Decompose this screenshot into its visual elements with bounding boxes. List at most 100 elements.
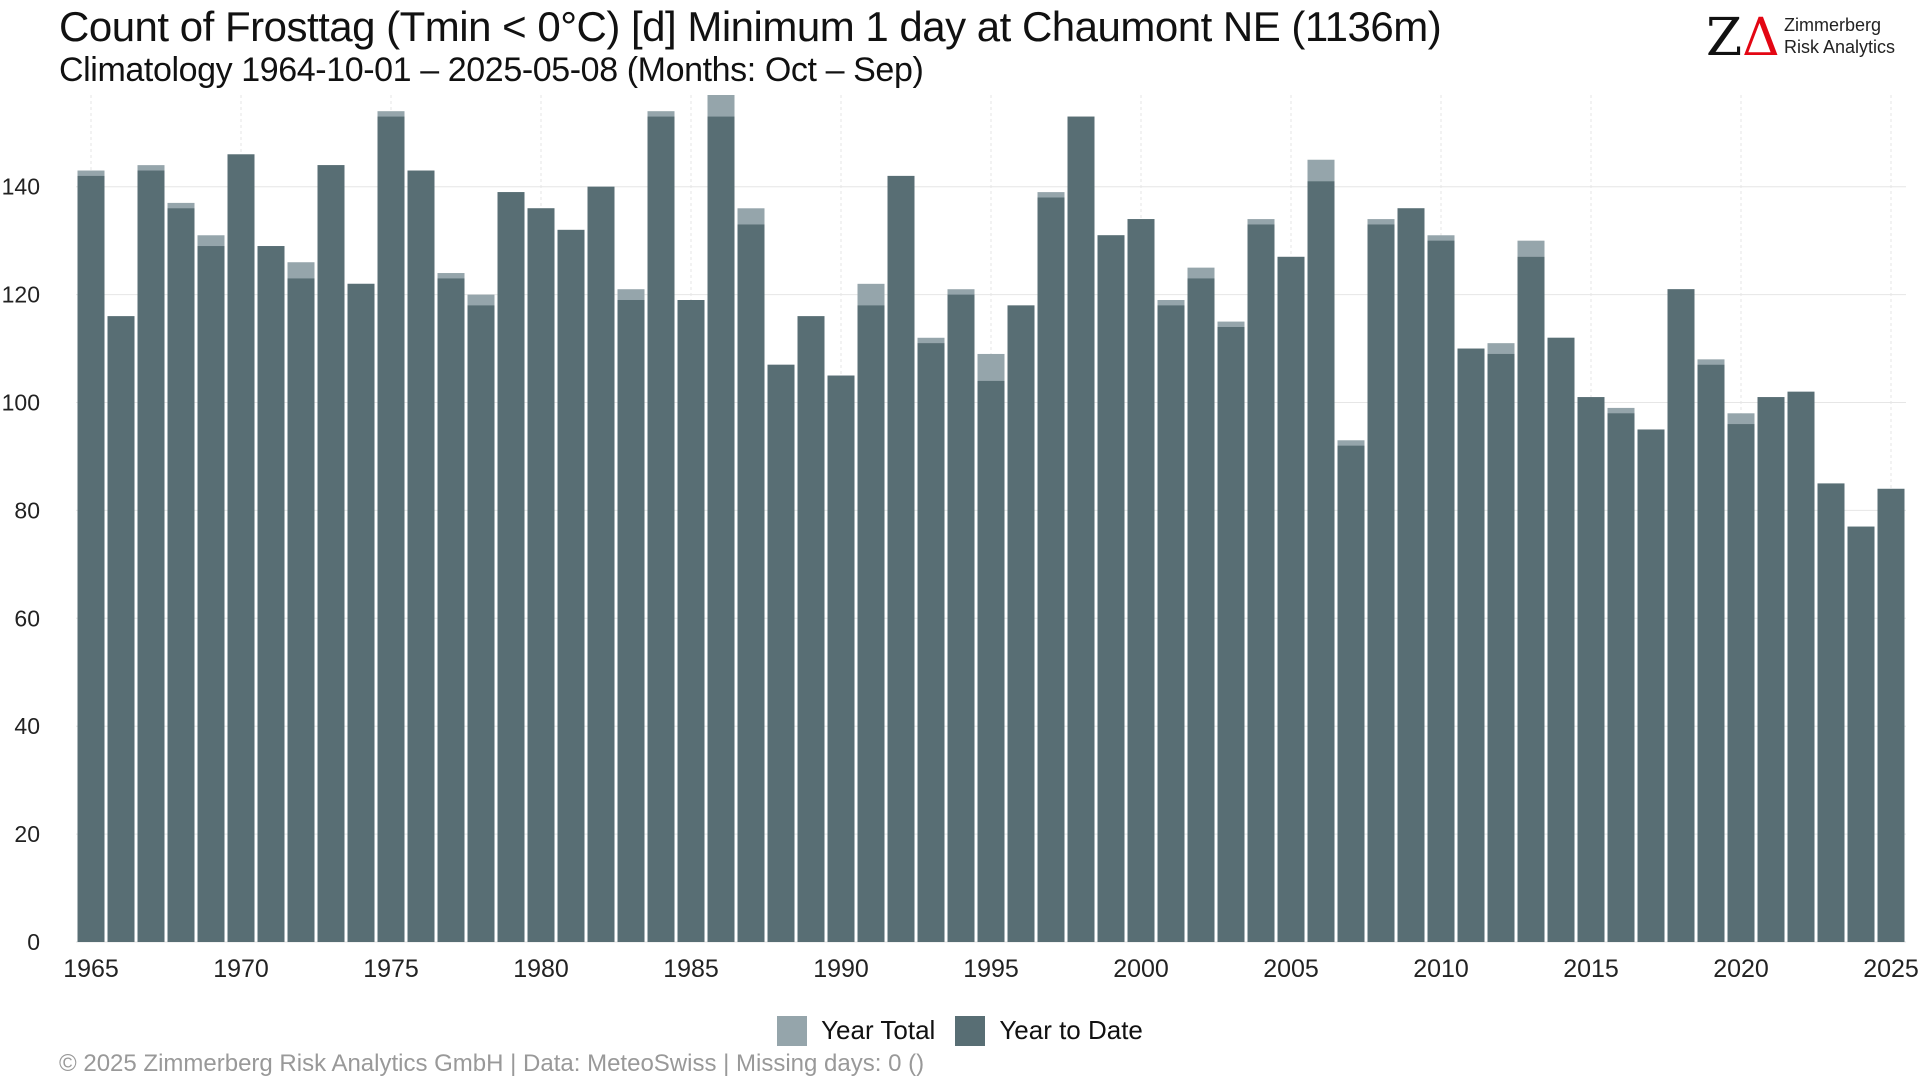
bar-year-to-date <box>1577 397 1605 943</box>
bar-year-to-date <box>107 316 135 943</box>
bar-year-to-date <box>1307 181 1335 942</box>
x-tick-label: 2000 <box>1113 955 1169 983</box>
bar-year-to-date <box>857 305 885 943</box>
bar-year-to-date <box>317 165 345 942</box>
bar-year-to-date <box>1247 224 1275 942</box>
bar-year-to-date <box>887 175 915 942</box>
bar-year-to-date <box>827 375 855 942</box>
bar-year-to-date <box>1127 219 1155 942</box>
bar-year-to-date <box>77 175 105 942</box>
bar-year-to-date <box>767 364 795 942</box>
bar-year-to-date <box>1217 326 1245 942</box>
logo-mark-z: Z <box>1706 8 1743 68</box>
logo-mark-delta: Δ <box>1742 8 1780 68</box>
bar-year-to-date <box>737 224 765 942</box>
x-tick-label: 2010 <box>1413 955 1469 983</box>
legend-item-year-total: Year Total <box>777 1015 935 1046</box>
y-tick-label: 80 <box>14 497 40 523</box>
logo-line2: Risk Analytics <box>1784 37 1896 57</box>
bar-year-to-date <box>1457 348 1485 942</box>
bar-year-to-date <box>1547 337 1575 942</box>
x-tick-label: 1980 <box>513 955 569 983</box>
bar-year-to-date <box>257 246 285 943</box>
bar-year-to-date <box>1427 240 1455 942</box>
bar-year-to-date <box>1367 224 1395 942</box>
bar-year-to-date <box>1877 488 1905 942</box>
x-tick-label: 1990 <box>813 955 869 983</box>
x-tick-label: 1970 <box>213 955 269 983</box>
bar-year-to-date <box>557 229 585 942</box>
x-tick-label: 1965 <box>63 955 119 983</box>
legend-label-year-to-date: Year to Date <box>999 1015 1143 1045</box>
x-tick-label: 2015 <box>1563 955 1619 983</box>
logo: ZΔ Zimmerberg Risk Analytics <box>1706 8 1906 68</box>
footer-credit: © 2025 Zimmerberg Risk Analytics GmbH | … <box>59 1050 925 1077</box>
y-tick-label: 40 <box>14 713 40 739</box>
y-tick-label: 100 <box>2 390 40 416</box>
y-tick-label: 20 <box>14 821 40 847</box>
bar-year-to-date <box>1847 526 1875 942</box>
bar-year-to-date <box>797 316 825 943</box>
x-tick-label: 1985 <box>663 955 719 983</box>
bar-year-to-date <box>587 186 615 942</box>
bar-year-to-date <box>1397 208 1425 943</box>
bar-year-to-date <box>707 116 735 943</box>
bar-year-to-date <box>1337 445 1365 942</box>
bar-year-to-date <box>1757 397 1785 943</box>
x-tick-label: 1995 <box>963 955 1019 983</box>
bar-year-to-date <box>347 283 375 942</box>
page-title: Count of Frosttag (Tmin < 0°C) [d] Minim… <box>59 3 1442 50</box>
bar-year-to-date <box>1817 483 1845 942</box>
x-tick-label: 1975 <box>363 955 419 983</box>
bar-year-to-date <box>1097 235 1125 942</box>
bar-year-to-date <box>617 300 645 943</box>
bar-year-to-date <box>407 170 435 942</box>
bar-year-to-date <box>1037 197 1065 943</box>
x-tick-label: 2025 <box>1863 955 1919 983</box>
bar-year-to-date <box>1007 305 1035 943</box>
bar-year-to-date <box>497 192 525 942</box>
bar-year-to-date <box>1487 353 1515 942</box>
bar-year-to-date <box>167 208 195 943</box>
bar-year-to-date <box>917 343 945 942</box>
bar-year-to-date <box>1607 413 1635 942</box>
bar-year-to-date <box>1157 305 1185 943</box>
bar-year-to-date <box>227 154 255 943</box>
y-tick-label: 0 <box>27 929 40 955</box>
page-subtitle: Climatology 1964-10-01 – 2025-05-08 (Mon… <box>59 51 924 89</box>
bar-year-to-date <box>1667 289 1695 942</box>
logo-mark-icon: ZΔ <box>1706 10 1780 66</box>
x-tick-label: 2005 <box>1263 955 1319 983</box>
bar-year-to-date <box>467 305 495 943</box>
legend-label-year-total: Year Total <box>821 1015 936 1045</box>
bar-year-to-date <box>1067 116 1095 943</box>
logo-text: Zimmerberg Risk Analytics <box>1784 14 1895 58</box>
y-tick-label: 60 <box>14 605 40 631</box>
bar-year-to-date <box>1727 424 1755 942</box>
bar-year-to-date <box>287 278 315 942</box>
x-tick-label: 2020 <box>1713 955 1769 983</box>
bar-year-to-date <box>1697 364 1725 942</box>
bar-chart: 0 20 40 60 80 100 120 140 1965 1970 1975 1980 1985 19… <box>2 95 1919 983</box>
bar-year-to-date <box>977 380 1005 942</box>
bar-year-to-date <box>1277 256 1305 942</box>
y-tick-label: 140 <box>2 174 40 200</box>
legend-item-year-to-date: Year to Date <box>955 1015 1143 1046</box>
bar-year-to-date <box>1787 391 1815 943</box>
legend-swatch-year-total <box>777 1015 808 1046</box>
bar-year-to-date <box>947 294 975 942</box>
bar-year-to-date <box>1637 429 1665 942</box>
legend: Year Total Year to Date <box>0 1015 1920 1046</box>
bar-year-to-date <box>377 116 405 943</box>
bar-year-to-date <box>677 300 705 943</box>
y-tick-label: 120 <box>2 282 40 308</box>
bar-year-to-date <box>1517 256 1545 942</box>
bar-year-to-date <box>647 116 675 943</box>
bar-year-to-date <box>1187 278 1215 942</box>
bar-year-to-date <box>197 246 225 943</box>
logo-line1: Zimmerberg <box>1784 15 1882 35</box>
legend-swatch-year-to-date <box>955 1015 986 1046</box>
bar-year-to-date <box>437 278 465 942</box>
bar-year-to-date <box>527 208 555 943</box>
bar-year-to-date <box>137 170 165 942</box>
